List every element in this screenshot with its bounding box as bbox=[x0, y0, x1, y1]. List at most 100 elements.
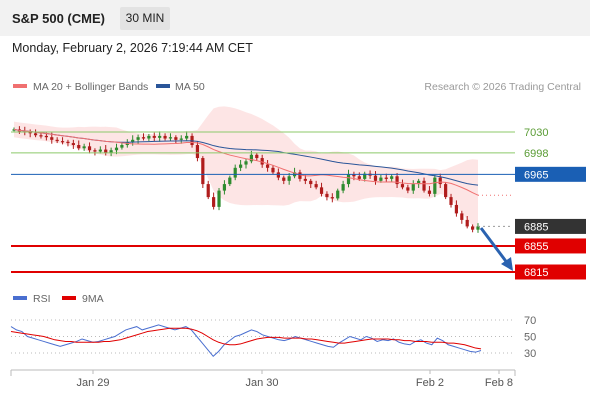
candle-body bbox=[471, 226, 475, 230]
candle-body bbox=[336, 190, 340, 199]
level-label-6998: 6998 bbox=[524, 148, 548, 160]
candle-body bbox=[341, 184, 345, 191]
candle-body bbox=[33, 133, 38, 136]
x-axis-ticks: Jan 29 Jan 30 Feb 2 Feb 8 bbox=[76, 370, 513, 389]
candle-body bbox=[330, 197, 334, 199]
candle-body bbox=[379, 177, 383, 181]
chart-datetime: Monday, February 2, 2026 7:19:44 AM CET bbox=[12, 41, 253, 55]
candle-body bbox=[168, 137, 173, 139]
candle-body bbox=[357, 176, 361, 179]
candle-body bbox=[120, 145, 124, 148]
candle-body bbox=[212, 197, 216, 207]
candle-body bbox=[109, 150, 113, 153]
level-label-6885: 6885 bbox=[524, 221, 548, 233]
x-tick-label: Jan 30 bbox=[245, 377, 278, 389]
forecast-arrow-head bbox=[501, 257, 513, 271]
candle-body bbox=[114, 147, 119, 151]
copyright-text: Research © 2026 Trading Central bbox=[424, 81, 581, 93]
candle-body bbox=[136, 137, 140, 140]
ma50-legend-swatch bbox=[156, 84, 170, 88]
candle-body bbox=[147, 135, 151, 139]
rsi-tick-50: 50 bbox=[524, 332, 536, 344]
price-plot-area bbox=[12, 106, 513, 233]
candle-body bbox=[438, 177, 442, 185]
candle-body bbox=[222, 184, 227, 191]
candle-body bbox=[244, 161, 248, 165]
candle-body bbox=[476, 226, 480, 230]
candle-body bbox=[163, 135, 167, 139]
candle-body bbox=[260, 158, 264, 165]
candle-body bbox=[314, 184, 318, 188]
header-bar bbox=[0, 0, 590, 36]
candle-body bbox=[44, 135, 48, 138]
rsi-tick-70: 70 bbox=[524, 315, 536, 327]
candle-body bbox=[87, 146, 92, 151]
candle-body bbox=[93, 150, 97, 152]
forecast-arrow-line bbox=[479, 227, 510, 265]
candle-body bbox=[465, 219, 469, 227]
candle-body bbox=[427, 190, 432, 194]
candle-body bbox=[141, 137, 146, 139]
candle-body bbox=[417, 180, 421, 185]
candle-body bbox=[255, 154, 259, 159]
rsi-ma-legend-label: 9MA bbox=[82, 293, 104, 305]
candle-body bbox=[373, 175, 378, 181]
ma50-legend-label: MA 50 bbox=[175, 81, 205, 93]
candle-body bbox=[287, 176, 291, 181]
rsi-line bbox=[10, 324, 482, 358]
candle-body bbox=[406, 187, 410, 191]
candle-body bbox=[12, 129, 16, 131]
candle-body bbox=[411, 184, 415, 191]
candle-body bbox=[276, 172, 280, 178]
candle-body bbox=[422, 180, 426, 191]
candle-body bbox=[185, 135, 189, 139]
candle-body bbox=[60, 141, 65, 143]
candle-body bbox=[104, 149, 108, 153]
candle-body bbox=[271, 167, 275, 173]
candle-body bbox=[433, 177, 437, 194]
level-tag-6965 bbox=[515, 166, 586, 182]
rsi-plot-area: 70 50 30 bbox=[10, 315, 536, 360]
candle-body bbox=[179, 138, 183, 140]
candle-body bbox=[282, 177, 286, 181]
rsi-tick-30: 30 bbox=[524, 348, 536, 360]
candle-body bbox=[363, 173, 367, 179]
x-tick-label: Feb 2 bbox=[416, 377, 444, 389]
x-tick-label: Feb 8 bbox=[485, 377, 513, 389]
candle-body bbox=[98, 149, 102, 152]
level-lines: 7030 6998 6965 6885 6855 6815 bbox=[11, 127, 586, 280]
candle-body bbox=[228, 177, 232, 185]
level-tag-6855 bbox=[515, 238, 586, 254]
candle-body bbox=[400, 184, 405, 188]
ma20-line bbox=[13, 128, 479, 196]
level-label-6815: 6815 bbox=[524, 267, 548, 279]
candle-body bbox=[77, 145, 81, 149]
candle-body bbox=[265, 164, 270, 168]
candle-body bbox=[152, 135, 156, 138]
candle-body bbox=[39, 135, 43, 137]
candle-body bbox=[71, 143, 75, 146]
candle-body bbox=[298, 172, 302, 179]
candle-body bbox=[325, 193, 329, 198]
timeframe-button[interactable]: 30 MIN bbox=[120, 7, 170, 30]
candle-body bbox=[206, 184, 210, 198]
candle-body bbox=[50, 137, 54, 140]
level-label-6965: 6965 bbox=[524, 169, 548, 181]
candle-body bbox=[352, 174, 356, 177]
candle-body bbox=[454, 204, 459, 214]
ma20-legend-label: MA 20 + Bollinger Bands bbox=[33, 81, 148, 93]
rsi-legend-label: RSI bbox=[33, 293, 51, 305]
candle-body bbox=[346, 174, 351, 185]
rsi-ma-line bbox=[10, 327, 482, 350]
candle-body bbox=[319, 187, 324, 194]
candle-body bbox=[174, 137, 178, 140]
candle-body bbox=[82, 146, 86, 149]
candle-body bbox=[195, 145, 200, 159]
candle-body bbox=[66, 141, 70, 144]
ma20-legend-swatch bbox=[13, 84, 27, 88]
candle-body bbox=[233, 167, 237, 178]
candle-body bbox=[217, 190, 221, 207]
candle-body bbox=[444, 184, 448, 198]
level-tag-6885 bbox=[515, 218, 586, 234]
candle-body bbox=[460, 213, 464, 220]
